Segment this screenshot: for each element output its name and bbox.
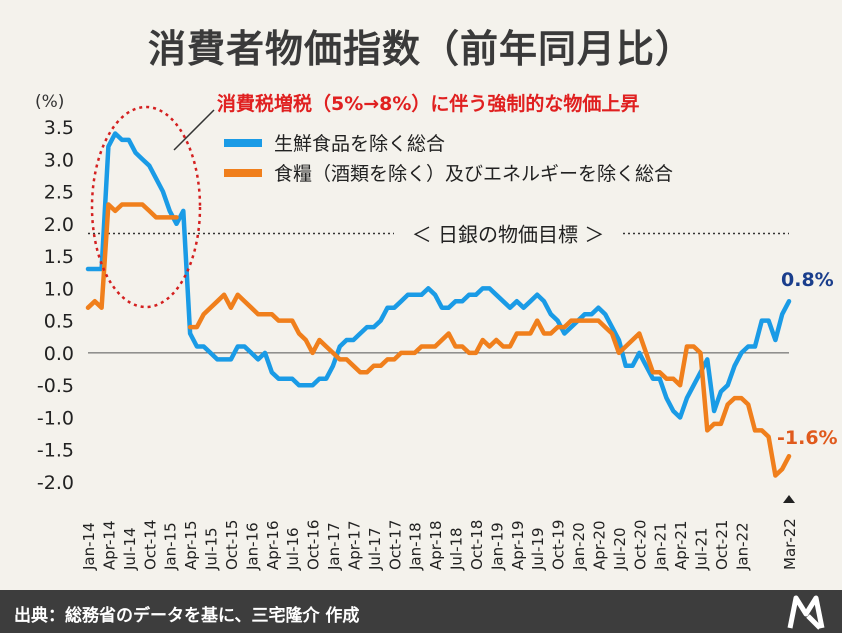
annotation-ellipse — [90, 105, 202, 309]
x-tick-label: Oct-14 — [141, 520, 159, 570]
legend-label: 生鮮食品を除く総合 — [274, 133, 445, 155]
y-tick-label: 3.5 — [44, 117, 74, 139]
y-tick-label: -1.5 — [37, 440, 74, 462]
x-tick-label: Apr-21 — [672, 521, 690, 571]
y-axis-unit-label: (%) — [35, 92, 64, 112]
x-tick-label: Jul-18 — [448, 527, 466, 571]
y-tick-label: 0.0 — [44, 343, 74, 365]
series-line-2 — [85, 202, 792, 478]
y-tick-label: 2.0 — [44, 214, 74, 236]
footer-bar: 出典：総務省のデータを基に、三宅隆介 作成 — [0, 590, 842, 633]
x-axis: Jan-14 Apr-14 Jul-14 Oct-14 Jan-15 Apr-15 Jul-… — [80, 495, 799, 571]
x-tick-label: Jan-22 — [733, 522, 751, 571]
x-tick-label: Jan-16 — [243, 522, 261, 571]
x-tick-label: Oct-20 — [631, 520, 649, 570]
x-tick-label: Jul-17 — [366, 527, 384, 571]
annotation-text: 消費税増税（5%→8%）に伴う強制的な物価上昇 — [217, 92, 639, 115]
x-tick-label: Jan-15 — [162, 522, 180, 571]
x-tick-label: Oct-19 — [550, 520, 568, 570]
x-tick-label: Apr-14 — [100, 521, 118, 571]
x-tick-label: Apr-19 — [509, 521, 527, 571]
x-tick-label: Apr-20 — [590, 521, 608, 571]
x-tick-label: Jan-17 — [325, 522, 343, 571]
x-tick-label: Jan-21 — [652, 522, 670, 571]
x-tick-label: Jul-21 — [693, 527, 711, 571]
y-tick-label: 1.5 — [44, 246, 74, 268]
x-axis-end-arrow — [783, 495, 795, 503]
x-tick-label: Jan-18 — [407, 522, 425, 571]
target-reference-line: ＜ 日銀の物価目標 ＞ — [88, 219, 789, 248]
x-tick-label: Oct-18 — [468, 520, 486, 570]
x-tick-label: Jan-19 — [488, 522, 506, 571]
target-label-bg — [394, 219, 622, 248]
x-tick-label: Jul-14 — [121, 527, 139, 571]
y-tick-label: 1.0 — [44, 278, 74, 300]
x-tick-label: Jan-20 — [570, 522, 588, 571]
cpi-line-chart: (%) 3.5 3.0 2.5 2.0 1.5 1.0 0.5 0.0 -0.5 -1.0 -1.5 -… — [35, 92, 838, 571]
end-labels: 0.8% -1.6% — [777, 269, 838, 449]
y-tick-label: 0.5 — [44, 311, 74, 333]
x-tick-label: Oct-17 — [386, 520, 404, 570]
x-tick-label: Oct-21 — [713, 520, 731, 570]
x-tick-label: Jul-20 — [611, 527, 629, 571]
legend-label: 食糧（酒類を除く）及びエネルギーを除く総合 — [274, 163, 673, 185]
x-tick-label: Apr-16 — [264, 521, 282, 571]
y-axis: (%) 3.5 3.0 2.5 2.0 1.5 1.0 0.5 0.0 -0.5 -1.0 -1.5 -… — [35, 92, 74, 494]
x-tick-label: Mar-22 — [781, 518, 799, 570]
series-lines — [85, 131, 792, 478]
annotation-pointer — [173, 109, 215, 151]
series-line-1 — [85, 131, 792, 420]
page-title: 消費者物価指数（前年同月比） — [147, 27, 694, 71]
x-tick-label: Oct-16 — [305, 520, 323, 570]
y-tick-label: 3.0 — [44, 149, 74, 171]
author-logo-icon — [787, 595, 825, 630]
end-label-core-core-cpi: -1.6% — [777, 427, 838, 449]
x-tick-label: Apr-15 — [182, 521, 200, 571]
x-tick-label: Jul-19 — [529, 527, 547, 571]
y-tick-label: 2.5 — [44, 182, 74, 204]
y-tick-label: -0.5 — [37, 375, 74, 397]
end-label-core-cpi: 0.8% — [781, 269, 834, 291]
y-tick-label: -2.0 — [37, 472, 74, 494]
x-tick-label: Apr-17 — [345, 521, 363, 571]
annotation-group: 消費税増税（5%→8%）に伴う強制的な物価上昇 — [90, 92, 639, 309]
x-tick-label: Apr-18 — [427, 521, 445, 571]
x-tick-label: Jul-15 — [203, 527, 221, 571]
target-label: ＜ 日銀の物価目標 ＞ — [412, 223, 605, 247]
y-tick-label: -1.0 — [37, 407, 74, 429]
x-tick-label: Oct-15 — [223, 520, 241, 570]
footer-source: 出典：総務省のデータを基に、三宅隆介 作成 — [14, 606, 360, 626]
x-tick-label: Jul-16 — [284, 527, 302, 571]
x-tick-label: Jan-14 — [80, 522, 98, 571]
